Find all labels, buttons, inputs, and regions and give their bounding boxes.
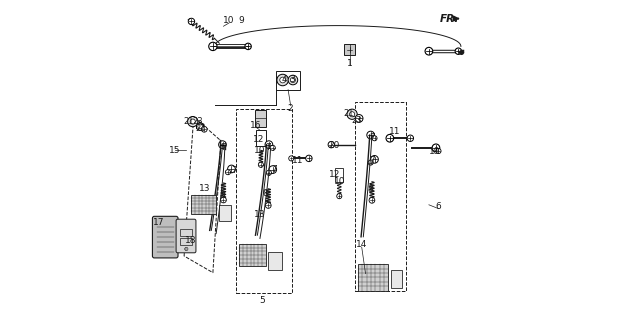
- Text: 16: 16: [250, 121, 262, 130]
- Bar: [391, 270, 402, 288]
- Circle shape: [289, 156, 294, 161]
- Text: 8: 8: [220, 191, 225, 200]
- Text: 13: 13: [199, 184, 211, 193]
- Text: 22: 22: [196, 124, 206, 133]
- Circle shape: [184, 247, 188, 251]
- Circle shape: [291, 77, 296, 83]
- Text: 13: 13: [254, 210, 266, 219]
- Circle shape: [280, 77, 286, 83]
- Text: 7: 7: [369, 156, 375, 165]
- Circle shape: [350, 112, 355, 117]
- Circle shape: [228, 165, 235, 173]
- Bar: [180, 229, 192, 236]
- Text: 10: 10: [333, 177, 345, 186]
- Text: 10: 10: [253, 146, 265, 155]
- Circle shape: [425, 47, 433, 55]
- Bar: [355, 102, 407, 291]
- Text: 18: 18: [185, 236, 197, 245]
- Text: 21: 21: [343, 109, 354, 118]
- Bar: [180, 238, 192, 245]
- Text: 20: 20: [329, 141, 340, 150]
- Bar: [255, 110, 266, 127]
- Text: 19: 19: [429, 147, 440, 156]
- Circle shape: [220, 197, 226, 203]
- Text: 8: 8: [368, 185, 374, 194]
- Circle shape: [219, 141, 226, 148]
- Bar: [219, 205, 232, 221]
- Text: 11: 11: [389, 127, 400, 136]
- Text: 7: 7: [265, 143, 271, 152]
- Circle shape: [432, 144, 440, 152]
- Text: 7: 7: [271, 165, 276, 174]
- Text: 10: 10: [223, 16, 235, 25]
- Circle shape: [266, 170, 271, 175]
- FancyBboxPatch shape: [152, 216, 178, 258]
- Circle shape: [328, 141, 335, 148]
- Circle shape: [459, 50, 464, 55]
- Circle shape: [371, 156, 378, 163]
- Circle shape: [277, 74, 288, 86]
- Circle shape: [436, 148, 441, 154]
- Bar: [236, 109, 292, 293]
- Circle shape: [337, 194, 342, 199]
- Circle shape: [209, 42, 217, 51]
- Text: 2: 2: [288, 104, 294, 113]
- Circle shape: [347, 109, 357, 119]
- Circle shape: [368, 160, 373, 165]
- Text: 5: 5: [259, 296, 265, 305]
- Bar: [344, 44, 355, 55]
- Text: 12: 12: [329, 170, 340, 179]
- Text: 21: 21: [183, 117, 194, 126]
- Text: 23: 23: [351, 116, 362, 125]
- Circle shape: [265, 203, 271, 208]
- Text: 9: 9: [239, 16, 245, 25]
- Circle shape: [306, 155, 312, 162]
- Text: FR.: FR.: [440, 13, 460, 24]
- Text: 11: 11: [292, 156, 304, 164]
- Circle shape: [269, 166, 276, 173]
- Circle shape: [258, 162, 263, 167]
- Bar: [256, 130, 266, 146]
- Circle shape: [245, 43, 252, 50]
- Bar: [358, 264, 388, 291]
- Text: 14: 14: [356, 240, 368, 249]
- Text: 15: 15: [169, 146, 180, 155]
- Text: 23: 23: [193, 117, 203, 126]
- Text: 6: 6: [435, 202, 442, 211]
- FancyBboxPatch shape: [176, 219, 196, 253]
- Circle shape: [288, 75, 297, 85]
- Bar: [335, 168, 343, 182]
- Circle shape: [455, 48, 461, 54]
- Bar: [240, 244, 266, 266]
- Bar: [276, 71, 300, 90]
- Bar: [268, 252, 282, 270]
- Circle shape: [201, 126, 207, 132]
- Text: 17: 17: [153, 218, 165, 227]
- Text: 7: 7: [231, 166, 237, 175]
- Circle shape: [188, 116, 198, 127]
- Text: 8: 8: [263, 189, 268, 198]
- Text: 7: 7: [220, 143, 226, 152]
- Text: 12: 12: [253, 135, 265, 144]
- Circle shape: [265, 141, 273, 148]
- Circle shape: [347, 46, 353, 53]
- Circle shape: [367, 131, 374, 139]
- Bar: [191, 195, 217, 214]
- Circle shape: [188, 18, 194, 25]
- Circle shape: [369, 197, 375, 203]
- Text: 3: 3: [289, 75, 295, 84]
- Circle shape: [386, 134, 394, 142]
- Circle shape: [407, 135, 414, 141]
- Text: 4: 4: [281, 75, 287, 84]
- Circle shape: [270, 145, 275, 150]
- Text: 7: 7: [369, 133, 375, 142]
- Circle shape: [372, 136, 377, 141]
- Circle shape: [225, 170, 230, 175]
- Text: 1: 1: [347, 59, 352, 68]
- Circle shape: [190, 119, 195, 124]
- Circle shape: [355, 115, 363, 122]
